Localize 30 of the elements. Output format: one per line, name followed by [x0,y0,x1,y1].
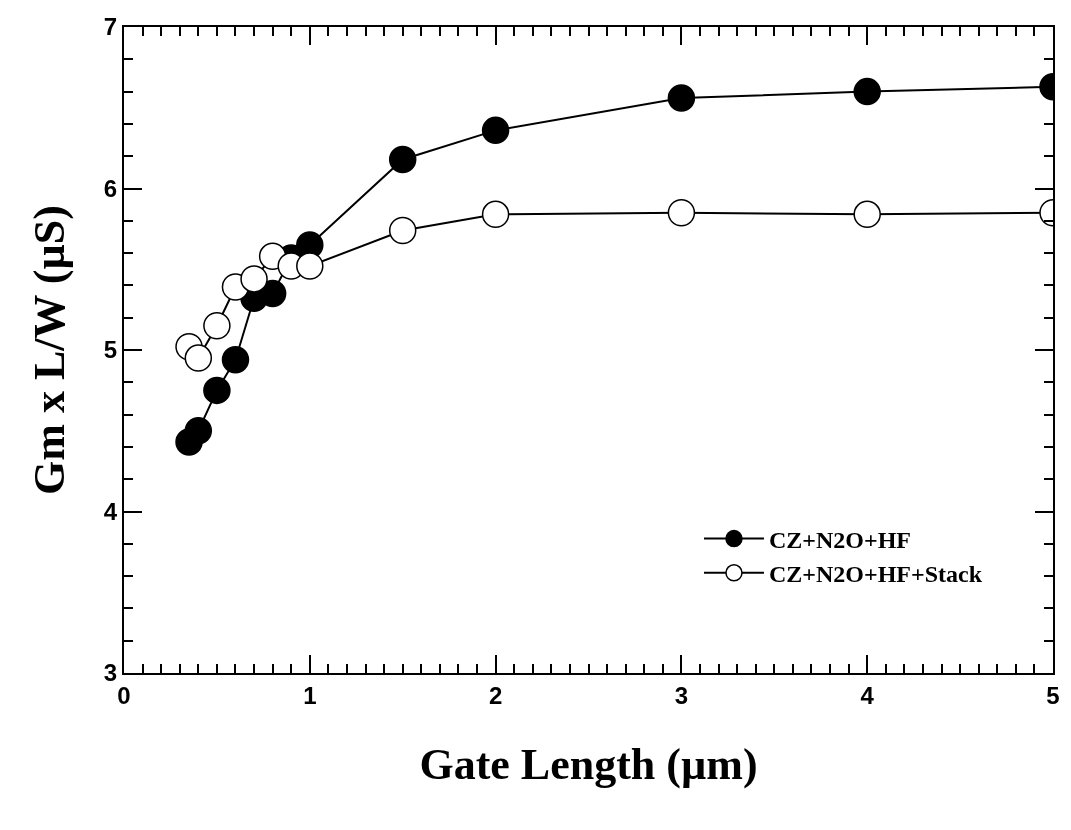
point [203,312,231,340]
point [481,200,510,229]
point [853,77,881,106]
point [184,344,213,372]
x-tick-label: 5 [1046,681,1060,709]
legend-label: CZ+N2O+HF+Stack [768,561,983,588]
y-tick-label: 6 [103,174,118,202]
y-tick-label: 7 [103,13,118,41]
point [388,145,417,174]
x-tick-label: 2 [488,681,503,709]
x-tick-label: 1 [303,681,317,709]
point [240,265,268,293]
point [667,198,696,227]
x-axis-title: Gate Length (µm) [419,739,758,789]
legend-label: CZ+N2O+HF [768,526,911,553]
point [203,376,231,405]
point [667,84,696,112]
point [481,116,510,145]
y-tick-label: 5 [103,336,118,364]
y-axis-title: Gm x L/W (µS) [25,205,75,495]
point [296,252,324,280]
x-tick-label: 4 [860,681,875,709]
x-tick-label: 0 [117,681,131,709]
y-tick-label: 4 [103,497,118,525]
point [853,200,881,229]
x-tick-label: 3 [674,681,689,709]
y-tick-label: 3 [103,659,118,687]
point [388,216,417,245]
point [221,345,250,374]
point [184,417,213,445]
